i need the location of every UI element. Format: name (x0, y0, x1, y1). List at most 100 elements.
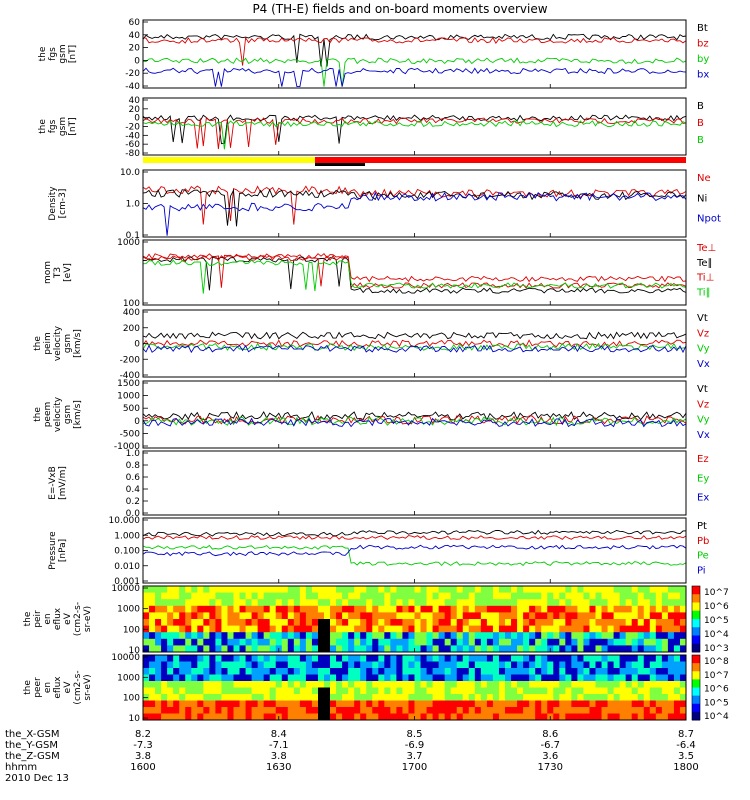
heatmap-cell (197, 592, 204, 600)
heatmap-cell (311, 632, 319, 640)
heatmap-cell (505, 599, 512, 607)
heatmap-cell (263, 599, 271, 607)
heatmap-cell (486, 625, 494, 633)
heatmap-cell (191, 681, 198, 688)
heatmap-cell (227, 700, 234, 708)
heatmap-cell (408, 586, 415, 594)
heatmap-cell (305, 687, 313, 695)
heatmap-cell (233, 638, 241, 646)
heatmap-cell (372, 605, 379, 613)
heatmap-cell (390, 700, 397, 708)
heatmap-cell (679, 612, 687, 620)
heatmap-cell (679, 713, 687, 721)
heatmap-cell (239, 668, 247, 675)
heatmap-cell (167, 681, 174, 688)
heatmap-cell (402, 645, 409, 653)
heatmap-cell (637, 700, 645, 708)
heatmap-cell (161, 661, 168, 669)
heatmap-cell (547, 619, 554, 627)
heatmap-cell (420, 700, 428, 708)
heatmap-cell (299, 713, 307, 721)
heatmap-cell (372, 599, 379, 607)
y-tick-label: -1000 (114, 442, 140, 452)
heatmap-cell (480, 645, 488, 653)
heatmap-cell (505, 681, 512, 688)
heatmap-cell (432, 674, 440, 682)
heatmap-cell (342, 713, 349, 721)
heatmap-cell (275, 619, 283, 627)
heatmap-cell (402, 586, 409, 594)
heatmap-cell (348, 625, 355, 633)
heatmap-cell (517, 707, 524, 714)
heatmap-cell (613, 687, 621, 695)
y-axis-label-line: en (43, 613, 53, 624)
heatmap-cell (299, 700, 307, 708)
heatmap-cell (396, 687, 403, 695)
heatmap-cell (619, 655, 627, 662)
heatmap-cell (649, 707, 657, 714)
heatmap-cell (541, 645, 548, 653)
heatmap-cell (661, 674, 669, 682)
heatmap-cell (468, 599, 476, 607)
heatmap-cell (257, 661, 265, 669)
heatmap-cell (420, 605, 428, 613)
heatmap-cell (360, 612, 367, 620)
heatmap-cell (269, 592, 277, 600)
heatmap-cell (366, 605, 373, 613)
legend-Pb: Pb (697, 536, 709, 547)
heatmap-cell (293, 625, 301, 633)
heatmap-cell (324, 655, 331, 662)
heatmap-cell (155, 687, 162, 695)
heatmap-cell (577, 619, 584, 627)
heatmap-cell (384, 645, 391, 653)
heatmap-cell (233, 694, 241, 701)
heatmap-cell (269, 619, 277, 627)
heatmap-cell (679, 655, 687, 662)
heatmap-cell (275, 605, 283, 613)
heatmap-cell (173, 619, 180, 627)
heatmap-cell (643, 586, 651, 594)
heatmap-cell (221, 661, 228, 669)
heatmap-cell (299, 599, 307, 607)
heatmap-cell (661, 645, 669, 653)
y-axis-label-line: sr-eV) (83, 606, 93, 632)
heatmap-cell (559, 632, 566, 640)
heatmap-cell (281, 700, 289, 708)
heatmap-cell (360, 707, 367, 714)
heatmap-cell (251, 694, 259, 701)
heatmap-cell (143, 681, 150, 688)
heatmap-cell (607, 619, 615, 627)
heatmap-cell (209, 619, 216, 627)
heatmap-cell (305, 612, 313, 620)
heatmap-cell (378, 632, 385, 640)
heatmap-cell (649, 619, 657, 627)
heatmap-cell (637, 625, 645, 633)
heatmap-cell (444, 638, 452, 646)
heatmap-cell (221, 674, 228, 682)
heatmap-cell (167, 707, 174, 714)
y-tick-label: 100 (123, 625, 140, 635)
heatmap-cell (595, 655, 603, 662)
heatmap-cell (336, 713, 343, 721)
series-by-line (142, 57, 687, 87)
heatmap-cell (185, 625, 192, 633)
heatmap-cell (287, 713, 295, 721)
heatmap-cell (372, 700, 379, 708)
heatmap-cell (679, 625, 687, 633)
heatmap-cell (456, 645, 464, 653)
heatmap-cell (625, 612, 633, 620)
panel-frame (142, 239, 687, 306)
heatmap-cell (203, 605, 210, 613)
heatmap-cell (649, 674, 657, 682)
heatmap-cell (390, 681, 397, 688)
heatmap-cell (535, 586, 542, 594)
heatmap-cell (155, 612, 162, 620)
heatmap-cell (245, 599, 253, 607)
heatmap-cell (414, 661, 422, 669)
heatmap-cell (372, 661, 379, 669)
heatmap-cell (197, 605, 204, 613)
heatmap-cell (535, 713, 542, 721)
heatmap-cell (667, 592, 675, 600)
colorbar-swatch (692, 610, 700, 620)
heatmap-cell (523, 612, 530, 620)
